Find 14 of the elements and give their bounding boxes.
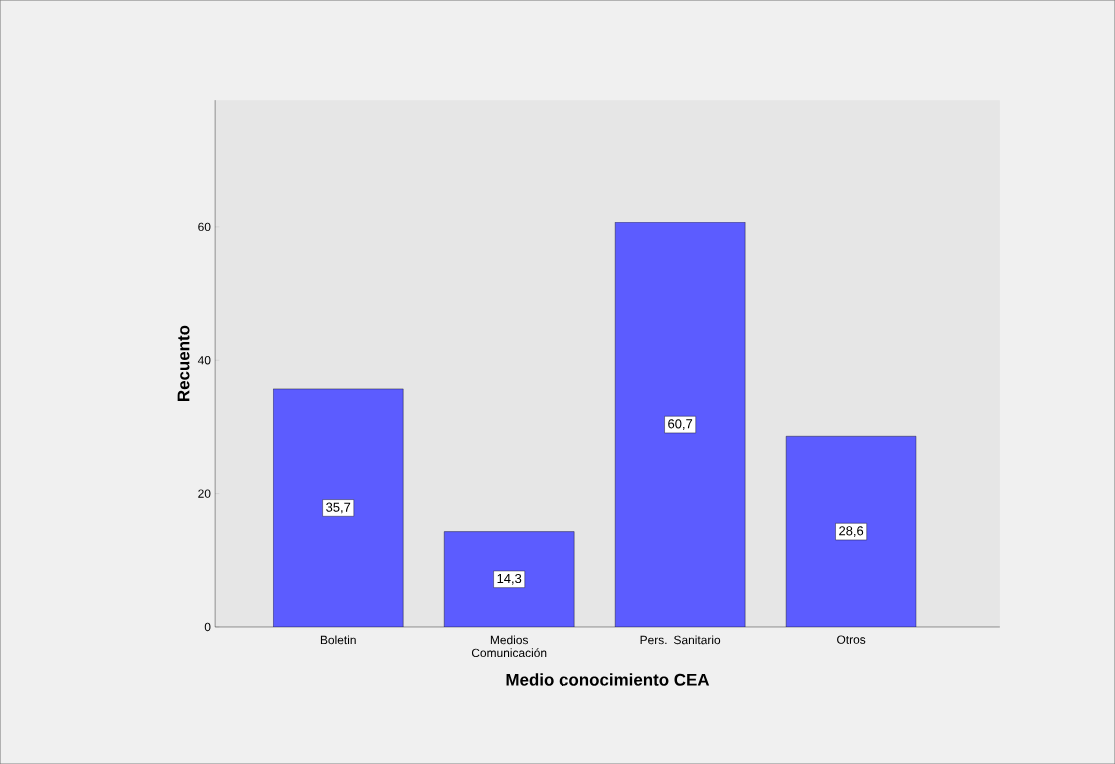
x-tick-label: Medios Comunicación xyxy=(471,635,547,658)
data-label: 60,7 xyxy=(668,419,693,430)
data-label: 14,3 xyxy=(497,573,522,585)
x-tick-label: Otros xyxy=(837,635,866,644)
x-tick-label: Boletin xyxy=(320,635,356,645)
y-axis-title: Recuento xyxy=(177,325,190,401)
x-axis-title: Medio conocimiento CEA xyxy=(506,673,710,686)
data-label: 28,6 xyxy=(839,526,864,537)
data-label: 35,7 xyxy=(326,502,351,514)
y-tick-label: 60 xyxy=(198,222,211,232)
x-tick-label: Pers. Sanitario xyxy=(640,635,721,645)
y-tick-label: 20 xyxy=(198,489,211,498)
y-tick-label: 40 xyxy=(197,355,211,365)
y-tick-label: 0 xyxy=(204,622,211,632)
